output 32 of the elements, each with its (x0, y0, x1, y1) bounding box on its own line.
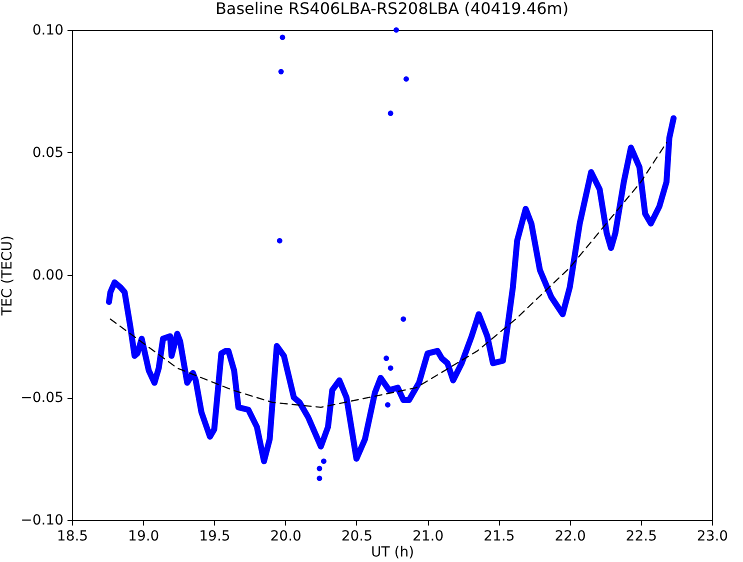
point (278, 68, 284, 74)
y-tick-label: −0.05 (20, 390, 64, 406)
point (280, 34, 286, 40)
y-axis-title: TEC (TECU) (0, 236, 16, 316)
point (394, 27, 400, 33)
point (320, 458, 326, 464)
point (384, 356, 390, 362)
point (388, 365, 394, 371)
x-tick-label: 23.0 (696, 528, 728, 544)
chart-title: Baseline RS406LBA-RS208LBA (40419.46m) (215, 0, 569, 18)
x-tick-label: 19.5 (199, 528, 230, 544)
x-tick-label: 21.0 (412, 528, 444, 544)
point (400, 316, 406, 322)
x-tick-label: 21.5 (484, 528, 515, 544)
x-tick-label: 22.5 (626, 528, 657, 544)
point (403, 76, 409, 82)
y-tick-label: 0.05 (32, 145, 64, 161)
x-tick-label: 20.5 (341, 528, 373, 544)
x-tick-label: 18.5 (56, 528, 88, 544)
y-tick-label: 0.10 (32, 22, 64, 38)
x-axis-title: UT (h) (370, 544, 414, 560)
point (384, 402, 390, 408)
y-tick-label: −0.10 (20, 512, 64, 528)
line-series (110, 142, 668, 408)
x-tick-label: 20.0 (270, 528, 302, 544)
point (316, 476, 322, 482)
point (276, 238, 282, 244)
point (388, 110, 394, 116)
x-tick-label: 19.0 (128, 528, 160, 544)
x-tick-label: 22.0 (554, 528, 586, 544)
point (316, 466, 322, 472)
y-tick-label: 0.00 (32, 268, 64, 284)
